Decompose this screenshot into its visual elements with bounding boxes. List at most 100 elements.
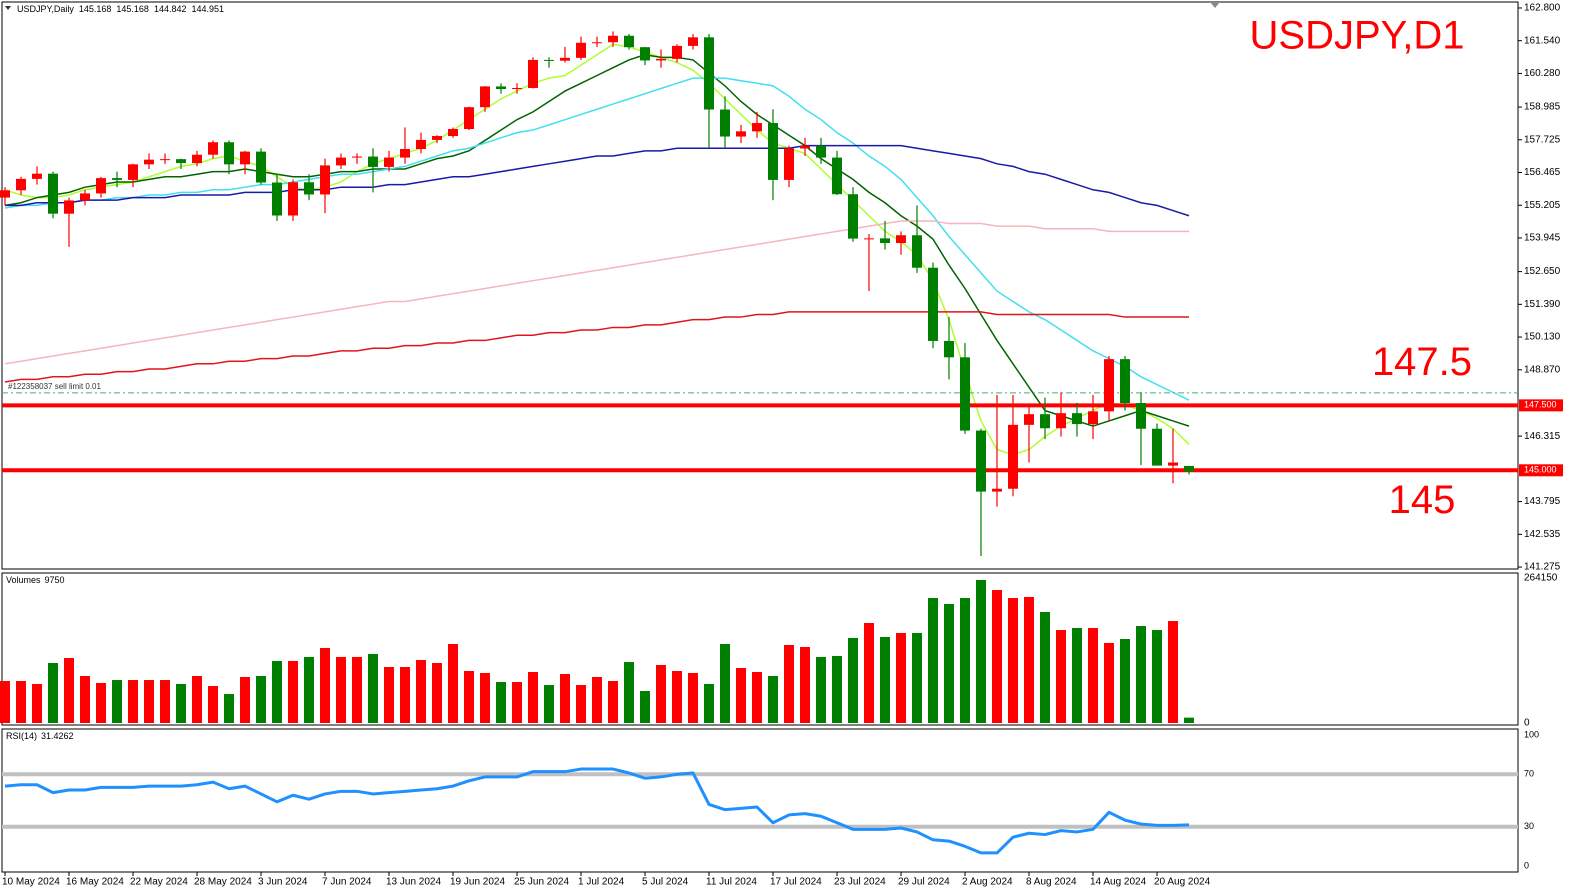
y-tick-label: 157.725 [1524,134,1561,145]
rsi-line [4,767,1190,855]
x-tick-label: 19 Jun 2024 [450,877,505,888]
volume-bar [560,673,570,723]
y-tick-label: 160.280 [1524,68,1561,79]
x-tick-label: 25 Jun 2024 [514,877,569,888]
y-tick-label: 158.985 [1524,102,1561,113]
volume-bar [512,681,522,723]
ohlc-value: 145.168 [79,4,112,14]
moving-average [5,144,1190,217]
volume-bar [368,653,378,723]
candle-body [96,178,106,194]
y-tick-label: 146.315 [1524,431,1561,442]
indicator-value: 31.4262 [41,731,74,741]
volume-bar [672,671,682,723]
panel-label: Volumes 9750 [6,575,65,585]
candle-body [320,165,330,195]
level-axis-box [1519,399,1563,412]
volume-bar [416,659,426,723]
candle-body [976,430,986,492]
menu-icon[interactable] [5,6,11,10]
y-tick-label: 100 [1524,729,1539,739]
x-tick-label: 17 Jul 2024 [770,877,822,888]
volume-bar [736,667,746,723]
candle-body [448,129,458,137]
symbol: USDJPY,Daily [17,4,74,14]
x-tick-label: 11 Jul 2024 [706,877,757,888]
volume-bar [400,667,410,723]
x-tick-label: 13 Jun 2024 [386,877,441,888]
candle-body [1040,414,1050,429]
order-label: #122358037 sell limit 0.01 [8,382,102,391]
y-tick-label: 70 [1524,769,1534,779]
volume-bar [816,656,826,723]
candle-body [752,123,762,132]
x-tick-label: 3 Jun 2024 [258,877,308,888]
volume-bar [192,676,202,723]
candle-body [432,136,442,140]
volume-bar [224,694,234,723]
volume-bar [208,686,218,723]
y-tick-label: 151.390 [1524,299,1561,310]
indicator-value: 9750 [45,575,65,585]
level-annotation: 147.5 [1372,340,1472,384]
level-axis-label: 147.500 [1524,400,1557,410]
candle-body [784,148,794,180]
x-tick-label: 20 Aug 2024 [1154,877,1211,888]
y-tick-label: 148.870 [1524,364,1561,375]
candle-body [896,235,906,244]
volume-bar [1008,598,1018,723]
volume-bar [128,680,138,723]
y-tick-label: 155.205 [1524,200,1561,211]
y-tick-label: 142.535 [1524,529,1561,540]
candle-body [480,86,490,108]
candle-body [0,190,10,198]
candle-body [160,159,170,161]
volume-bar [288,660,298,723]
candle-body [384,157,394,167]
candle-body [128,164,138,180]
x-tick-label: 28 May 2024 [194,877,252,888]
volume-bar [768,676,778,723]
candle-body [672,45,682,59]
volume-bar [96,682,106,723]
volume-bar [48,663,58,723]
x-tick-label: 7 Jun 2024 [322,877,372,888]
candle-body [368,156,378,167]
candle-body [736,131,746,137]
candle-body [304,182,314,195]
candle-body [80,193,90,201]
level-annotation: 145 [1389,478,1456,522]
candle-body [1008,424,1018,489]
y-tick-label: 264150 [1524,573,1558,584]
candle-body [400,149,410,158]
indicator-name: RSI(14) [6,731,37,741]
candle-body [176,159,186,164]
y-tick-label: 153.945 [1524,233,1561,244]
volume-bar [304,656,314,723]
volume-bar [256,676,266,723]
volume-bar [720,644,730,723]
candle-body [240,151,250,165]
candle-body [1024,414,1034,425]
candle-body [688,37,698,46]
volume-bar [960,598,970,723]
candle-body [800,145,810,149]
moving-average [4,77,1190,401]
candle-body [224,142,234,165]
volume-bar [848,637,858,723]
volume-bar [880,636,890,723]
volume-bar [896,632,906,723]
candle-body [32,173,42,179]
x-tick-label: 29 Jul 2024 [898,877,950,888]
candle-body [272,182,282,216]
candle-body [928,267,938,341]
volume-bar [64,658,74,723]
volume-bar [464,671,474,723]
volume-bar [800,646,810,723]
candle-body [496,86,506,90]
y-tick-label: 30 [1524,821,1534,831]
candle-body [512,87,522,90]
x-tick-label: 2 Aug 2024 [962,877,1013,888]
candle-body [464,107,474,130]
volume-bar [1072,627,1082,723]
